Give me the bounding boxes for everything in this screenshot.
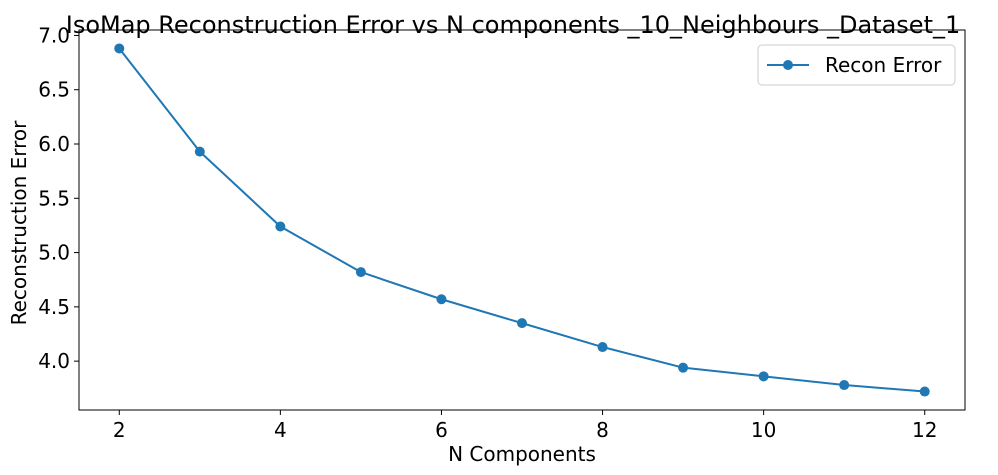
data-point [839, 380, 850, 391]
data-point [114, 43, 125, 54]
x-axis: 2 4 6 8 10 12 [113, 410, 937, 442]
y-tick-label: 4.5 [38, 295, 70, 319]
data-point [678, 362, 689, 373]
data-point [517, 318, 527, 329]
y-tick-label: 5.0 [38, 241, 70, 265]
y-axis-label: Reconstruction Error [7, 120, 31, 326]
x-tick-label: 12 [912, 418, 937, 442]
x-tick-label: 4 [274, 418, 287, 442]
x-axis-label: N Components [448, 442, 596, 466]
legend-marker-sample [783, 60, 793, 70]
x-tick-label: 8 [596, 418, 609, 442]
data-point [194, 146, 205, 157]
plot-frame [78, 29, 966, 411]
plot-area [114, 43, 930, 397]
data-point [275, 221, 286, 232]
legend-box [757, 44, 956, 86]
x-tick-label: 2 [113, 418, 126, 442]
data-point [597, 342, 608, 353]
y-tick-label: 4.0 [38, 349, 70, 373]
y-tick-label: 7.0 [38, 23, 70, 47]
data-point [436, 294, 447, 305]
y-tick-label: 5.5 [38, 186, 70, 210]
data-point [758, 371, 769, 382]
legend: Recon Error [757, 44, 956, 86]
x-tick-label: 6 [435, 418, 448, 442]
legend-label: Recon Error [825, 53, 942, 77]
y-axis: 4.0 4.5 5.0 5.5 6.0 6.5 7.0 [38, 23, 79, 373]
data-point [355, 267, 366, 278]
y-tick-label: 6.5 [38, 78, 70, 102]
x-tick-label: 10 [751, 418, 776, 442]
y-tick-label: 6.0 [38, 132, 70, 156]
chart-title: IsoMap Reconstruction Error vs N compone… [66, 11, 961, 39]
data-point [919, 386, 930, 397]
